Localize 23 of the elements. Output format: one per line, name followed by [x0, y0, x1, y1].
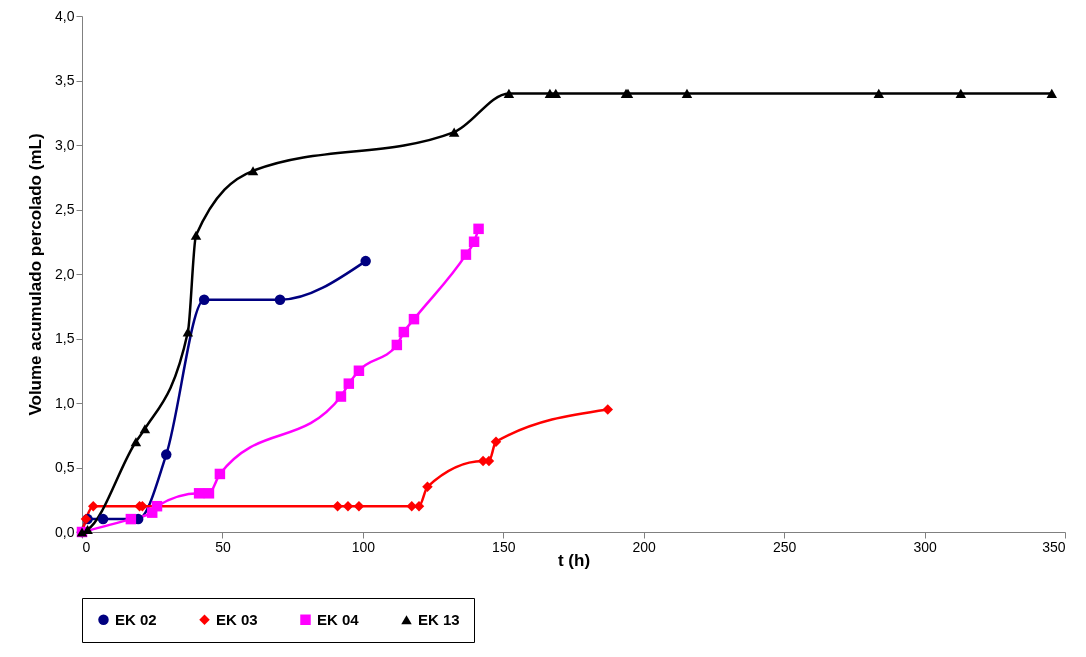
- legend-label: EK 04: [317, 610, 360, 628]
- y-tick-label: 0,0: [55, 523, 75, 540]
- x-tick-label: 150: [492, 538, 516, 555]
- x-tick-label: 250: [772, 538, 797, 555]
- x-tick-label: 350: [1042, 538, 1066, 555]
- y-tick-label: 0,5: [55, 459, 75, 475]
- y-tick-label: 2,0: [55, 265, 75, 282]
- x-tick-label: 0: [82, 538, 91, 555]
- x-tick-label: 300: [913, 538, 937, 555]
- y-tick-label: 4,0: [55, 7, 75, 24]
- y-axis-title: Volume acumulado percolado (mL): [26, 133, 46, 416]
- y-tick-label: 1,5: [55, 330, 75, 346]
- x-tick-label: 100: [351, 538, 376, 555]
- x-axis-title: t (h): [557, 550, 591, 570]
- legend-label: EK 02: [115, 610, 157, 628]
- y-tick-label: 2,5: [55, 201, 75, 217]
- y-tick-label: 3,5: [55, 72, 75, 88]
- y-tick-label: 3,0: [55, 136, 75, 153]
- x-tick-label: 50: [215, 538, 231, 555]
- legend-label: EK 13: [418, 610, 460, 628]
- x-tick-label: 200: [632, 538, 657, 555]
- y-tick-label: 1,0: [55, 394, 75, 411]
- legend-label: EK 03: [216, 610, 258, 628]
